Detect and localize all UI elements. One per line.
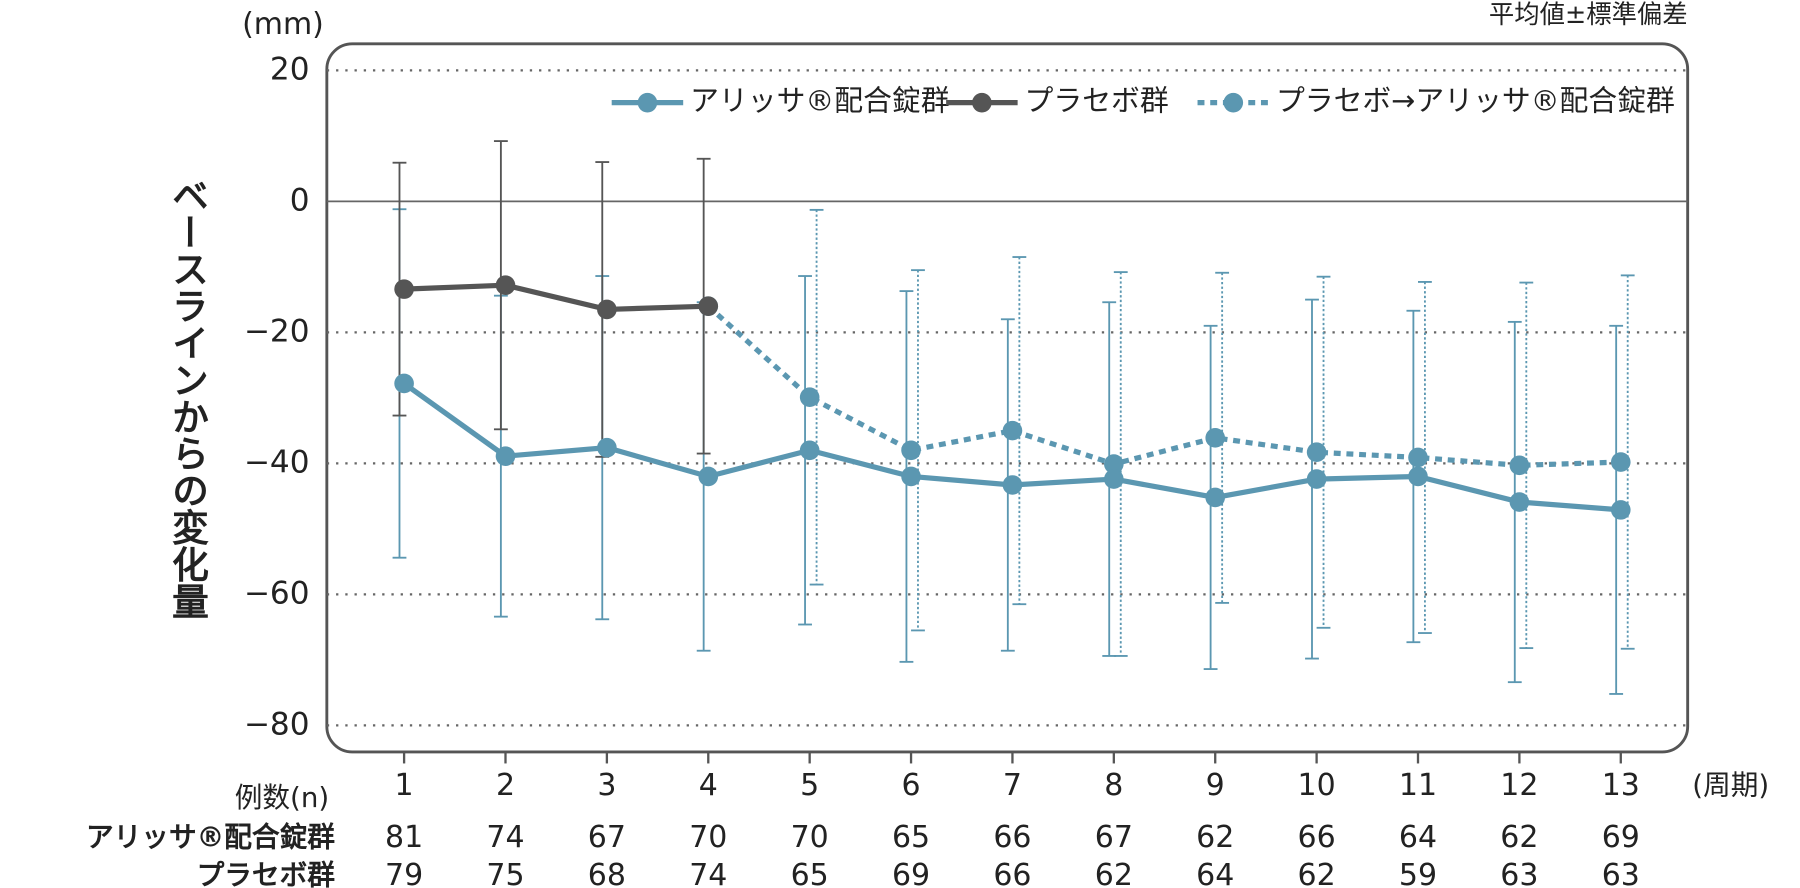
table-cell: 67 [1095, 820, 1133, 855]
x-tick-label: 7 [1003, 768, 1022, 803]
table-cell: 74 [486, 820, 524, 855]
table-cell: 65 [791, 858, 829, 888]
marker [1205, 487, 1226, 508]
marker [1408, 466, 1428, 487]
x-tick-label: 2 [496, 768, 515, 803]
marker [1002, 475, 1023, 495]
x-unit: (周期) [1692, 769, 1769, 802]
y-tick-label: 0 [290, 182, 310, 218]
table-cell: 62 [1095, 858, 1133, 888]
table-cell: 74 [689, 858, 727, 888]
marker [1509, 492, 1530, 512]
y-tick-label: −40 [244, 444, 310, 480]
table-cell: 68 [588, 858, 626, 888]
table-row-label: アリッサ®配合錠群 [86, 820, 335, 853]
table-cell: 70 [689, 820, 727, 855]
legend-marker [1223, 92, 1244, 113]
table-cell: 66 [993, 858, 1031, 888]
marker [394, 279, 414, 299]
table-cell: 69 [892, 858, 930, 888]
series-line [706, 304, 1621, 468]
marker [1610, 452, 1631, 472]
note: 平均値±標準偏差 [1489, 0, 1688, 29]
table-cell: 62 [1298, 858, 1336, 888]
marker [698, 296, 719, 316]
table-cell: 59 [1399, 858, 1437, 888]
x-tick-label: 8 [1104, 768, 1123, 803]
marker [1205, 428, 1226, 448]
table-cell: 81 [385, 820, 423, 855]
marker [1104, 454, 1124, 474]
y-tick-label: −80 [244, 706, 310, 742]
marker [495, 446, 516, 466]
table-cell: 63 [1500, 858, 1538, 888]
legend-label: プラセボ→アリッサ®配合錠群 [1276, 84, 1675, 118]
x-tick-label: 3 [597, 768, 616, 803]
table-cell: 75 [486, 858, 524, 888]
table-cell: 79 [385, 858, 423, 888]
table-cell: 65 [892, 820, 930, 855]
marker [1509, 455, 1530, 476]
y-tick-label: 20 [270, 51, 310, 87]
marker [1610, 500, 1631, 520]
table-row-label: プラセボ群 [197, 858, 336, 888]
x-tick-label: 10 [1298, 768, 1336, 803]
y-tick-label: −60 [244, 575, 310, 611]
plot-frame [325, 42, 1690, 754]
x-tick-label: 5 [800, 768, 819, 803]
marker [799, 387, 820, 408]
table-cell: 64 [1196, 858, 1234, 888]
legend-label: アリッサ®配合錠群 [690, 84, 949, 118]
x-tick-label: 4 [699, 768, 718, 803]
marker [1306, 469, 1327, 489]
marker [1104, 469, 1124, 489]
marker [698, 466, 719, 487]
x-tick-label: 12 [1500, 768, 1538, 803]
marker [394, 373, 414, 394]
y-tick-label: −20 [244, 313, 310, 349]
table-cell: 66 [1298, 820, 1336, 855]
marker [901, 466, 921, 487]
table-cell: 62 [1500, 820, 1538, 855]
series-line [404, 282, 709, 313]
table-cell: 67 [588, 820, 626, 855]
table-cell: 63 [1602, 858, 1640, 888]
table-cell: 66 [993, 820, 1031, 855]
legend-marker [637, 92, 658, 113]
marker [495, 275, 516, 296]
legend-label: プラセボ群 [1025, 84, 1169, 118]
marker [901, 440, 921, 461]
table-cell: 70 [791, 820, 829, 855]
table-cell: 64 [1399, 820, 1437, 855]
x-tick-label: 11 [1399, 768, 1437, 803]
table-header: 例数(n) [235, 781, 329, 814]
x-tick-label: 1 [395, 768, 414, 803]
marker [1408, 447, 1428, 468]
y-unit: (mm) [242, 7, 324, 42]
table-cell: 62 [1196, 820, 1234, 855]
x-tick-label: 13 [1602, 768, 1640, 803]
marker [799, 440, 820, 461]
legend-marker [972, 92, 992, 113]
marker [597, 437, 617, 458]
y-axis-label: ベースラインからの変化量 [165, 176, 208, 619]
x-tick-label: 6 [902, 768, 921, 803]
marker [1306, 442, 1327, 463]
marker [597, 299, 617, 320]
x-tick-label: 9 [1206, 768, 1225, 803]
marker [1002, 420, 1023, 441]
table-cell: 69 [1602, 820, 1640, 855]
